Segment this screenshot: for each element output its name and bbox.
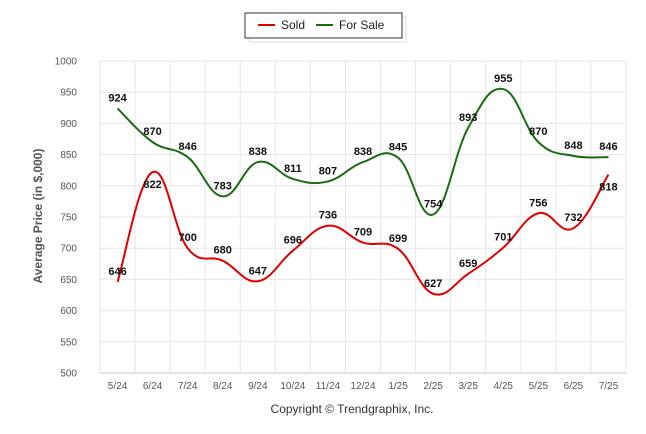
data-label-sold: 647	[249, 265, 267, 277]
y-tick-label: 600	[60, 306, 77, 317]
data-label-for-sale: 846	[178, 141, 196, 153]
data-label-sold: 700	[178, 232, 196, 244]
x-tick-label: 5/24	[108, 381, 128, 392]
data-label-sold: 709	[354, 227, 372, 239]
x-tick-label: 1/25	[388, 381, 408, 392]
grid-lines	[99, 60, 627, 374]
x-tick-label: 9/24	[248, 381, 268, 392]
data-label-for-sale: 838	[354, 146, 372, 158]
y-tick-label: 550	[60, 337, 77, 348]
y-tick-label: 900	[60, 119, 77, 130]
data-label-sold: 699	[389, 233, 407, 245]
y-tick-label: 750	[60, 213, 77, 224]
data-label-sold: 701	[494, 232, 512, 244]
data-label-for-sale: 845	[389, 142, 407, 154]
data-label-for-sale: 783	[214, 180, 232, 192]
x-tick-label: 7/25	[599, 381, 619, 392]
y-tick-label: 650	[60, 275, 77, 286]
data-label-sold: 732	[564, 212, 582, 224]
x-tick-label: 6/25	[564, 381, 584, 392]
data-label-sold: 696	[284, 235, 302, 247]
x-axis-ticks: 5/24 6/24 7/24 8/24 9/24 10/24 11/24 12/24 1/25 2…	[108, 381, 619, 392]
data-label-sold: 680	[214, 245, 232, 257]
y-axis-ticks: 500 550 600 650 700 750 800 850 900 950 1000	[55, 57, 78, 380]
data-label-for-sale: 838	[249, 146, 267, 158]
data-label-sold: 627	[424, 278, 442, 290]
data-label-for-sale: 846	[599, 141, 617, 153]
y-tick-label: 1000	[55, 57, 78, 68]
y-axis-label: Average Price (in $,000)	[31, 149, 45, 284]
data-label-for-sale: 870	[529, 126, 547, 138]
x-tick-label: 2/25	[423, 381, 443, 392]
x-tick-label: 12/24	[350, 381, 375, 392]
y-tick-label: 850	[60, 150, 77, 161]
data-label-sold: 646	[108, 266, 126, 278]
y-tick-label: 800	[60, 181, 77, 192]
data-label-sold: 822	[143, 179, 161, 191]
x-tick-label: 3/25	[458, 381, 478, 392]
y-tick-label: 500	[60, 369, 77, 380]
copyright-text: Copyright © Trendgraphix, Inc.	[271, 402, 434, 416]
data-label-for-sale: 754	[424, 199, 443, 211]
legend: Sold For Sale	[244, 12, 407, 43]
data-label-sold: 818	[599, 182, 617, 194]
data-label-for-sale: 924	[108, 92, 127, 104]
data-label-for-sale: 955	[494, 73, 512, 85]
data-label-for-sale: 807	[319, 165, 337, 177]
x-tick-label: 7/24	[178, 381, 198, 392]
legend-label-sold: Sold	[281, 18, 305, 32]
data-label-sold: 736	[319, 210, 337, 222]
data-label-sold: 756	[529, 197, 547, 209]
series-lines	[116, 87, 610, 296]
data-labels: 646 822 700 680 647 696 736 709 699 627 659 701 756 7…	[108, 73, 617, 290]
y-tick-label: 700	[60, 244, 77, 255]
x-tick-label: 6/24	[143, 381, 163, 392]
data-label-for-sale: 893	[459, 112, 477, 124]
data-label-for-sale: 870	[143, 126, 161, 138]
y-tick-label: 950	[60, 88, 77, 99]
data-label-for-sale: 811	[284, 163, 302, 175]
x-tick-label: 11/24	[316, 381, 341, 392]
data-label-sold: 659	[459, 258, 477, 270]
legend-label-for-sale: For Sale	[339, 18, 385, 32]
x-tick-label: 8/24	[213, 381, 233, 392]
data-label-for-sale: 848	[564, 140, 582, 152]
series-line-for-sale	[116, 87, 609, 216]
series-line-sold	[116, 170, 610, 296]
x-tick-label: 4/25	[494, 381, 514, 392]
x-tick-label: 5/25	[529, 381, 549, 392]
x-tick-label: 10/24	[280, 381, 305, 392]
